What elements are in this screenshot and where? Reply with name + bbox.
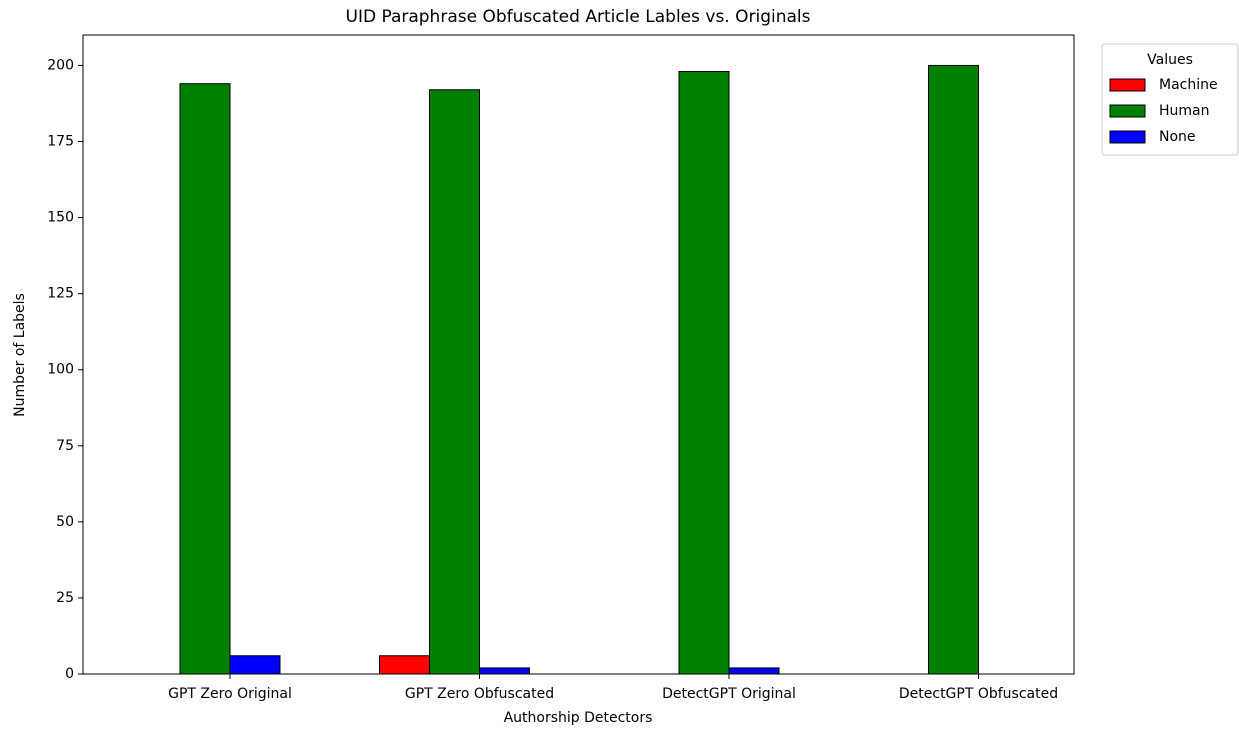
y-tick-label: 25	[56, 590, 74, 606]
x-tick-label: DetectGPT Obfuscated	[899, 686, 1058, 702]
y-tick-label: 75	[56, 438, 74, 454]
y-tick-label: 0	[65, 666, 74, 682]
y-tick-label: 150	[47, 210, 74, 226]
bar	[379, 655, 430, 675]
bar	[229, 655, 281, 675]
bar	[728, 667, 780, 675]
legend-label: None	[1159, 129, 1196, 145]
plot-frame	[82, 34, 1075, 675]
y-tick-label: 125	[47, 286, 74, 302]
y-tick-label: 50	[56, 514, 74, 530]
legend-swatch	[1109, 130, 1146, 144]
legend-title: Values	[1147, 52, 1193, 68]
x-tick-label: GPT Zero Original	[168, 686, 292, 702]
y-tick-label: 100	[47, 362, 74, 378]
legend-swatch	[1109, 104, 1146, 118]
legend-swatch	[1109, 78, 1146, 92]
y-axis-label: Number of Labels	[12, 293, 28, 417]
x-tick-label: GPT Zero Obfuscated	[405, 686, 554, 702]
legend-label: Human	[1159, 103, 1210, 119]
bar	[179, 83, 231, 675]
legend-label: Machine	[1159, 77, 1218, 93]
bar	[928, 64, 979, 675]
bar	[429, 89, 480, 675]
legend-box	[1101, 43, 1239, 156]
chart-title: UID Paraphrase Obfuscated Article Lables…	[346, 7, 811, 27]
x-tick-label: DetectGPT Original	[662, 686, 796, 702]
bar	[479, 667, 530, 675]
y-tick-label: 175	[47, 134, 74, 150]
y-tick-label: 200	[47, 57, 74, 73]
x-axis-label: Authorship Detectors	[504, 710, 653, 726]
bar	[678, 71, 730, 675]
